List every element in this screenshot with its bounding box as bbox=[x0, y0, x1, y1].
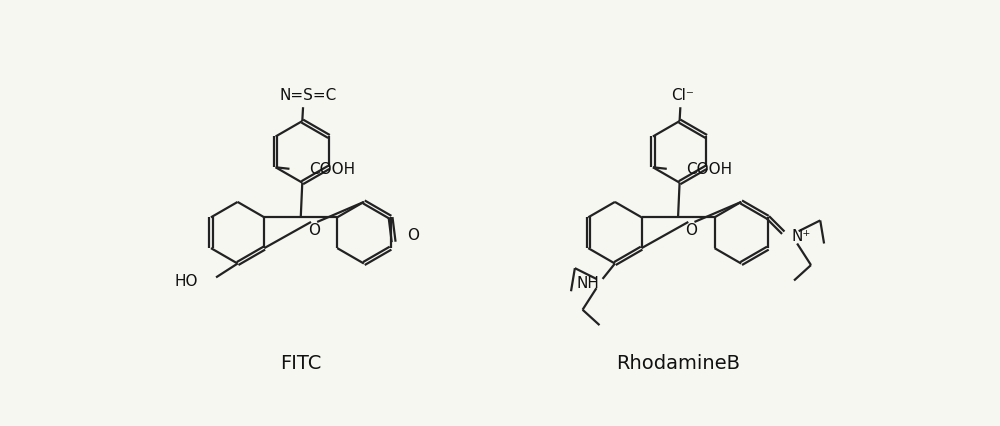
Text: NH: NH bbox=[577, 276, 600, 291]
Text: N=S=C: N=S=C bbox=[280, 88, 337, 103]
Text: Cl⁻: Cl⁻ bbox=[671, 88, 694, 103]
Text: FITC: FITC bbox=[280, 353, 321, 372]
Text: COOH: COOH bbox=[309, 162, 355, 177]
Text: RhodamineB: RhodamineB bbox=[616, 353, 740, 372]
Text: N⁺: N⁺ bbox=[792, 229, 811, 244]
Text: O: O bbox=[685, 223, 697, 238]
Text: O: O bbox=[408, 227, 420, 242]
Text: O: O bbox=[308, 223, 320, 238]
Text: HO: HO bbox=[174, 273, 198, 288]
Text: COOH: COOH bbox=[686, 162, 732, 177]
